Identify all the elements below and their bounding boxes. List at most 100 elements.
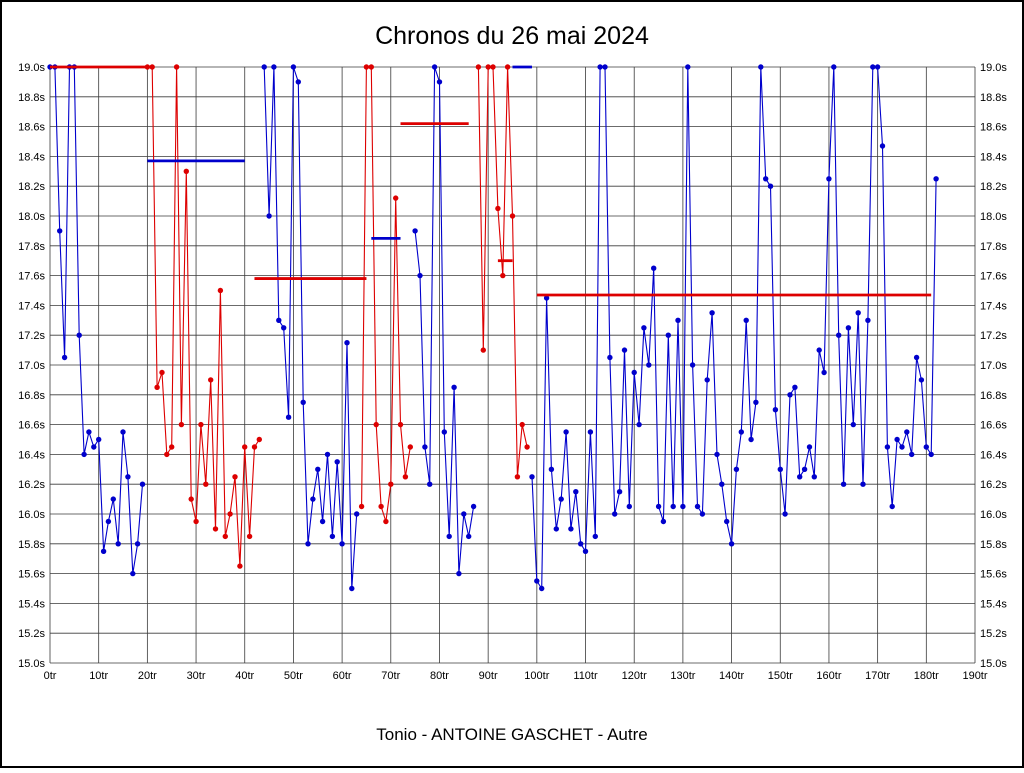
- lap-point: [845, 325, 852, 331]
- y-tick-label-right: 18.6s: [980, 122, 1007, 134]
- lap-point: [81, 451, 87, 458]
- lap-point: [315, 466, 321, 472]
- lap-point: [694, 503, 701, 510]
- x-tick-label: 20tr: [138, 670, 157, 682]
- lap-point: [266, 213, 272, 219]
- lap-point: [388, 481, 394, 487]
- x-tick-label: 80tr: [430, 670, 449, 682]
- lap-point: [363, 64, 370, 70]
- lap-point: [772, 407, 779, 413]
- series-stint-3: [261, 64, 360, 592]
- lap-time-series: [47, 64, 939, 592]
- lap-point: [139, 481, 146, 487]
- lap-point: [169, 444, 175, 450]
- chart-caption: Tonio - ANTOINE GASCHET - Autre: [376, 725, 647, 744]
- lap-point: [758, 64, 764, 70]
- lap-point: [500, 272, 506, 279]
- lap-point: [558, 496, 564, 502]
- y-tick-label-left: 18.2s: [18, 181, 45, 193]
- lap-point: [256, 436, 262, 443]
- lap-point: [456, 570, 462, 577]
- y-tick-label-left: 18.8s: [18, 92, 45, 104]
- x-tick-label: 10tr: [89, 670, 108, 682]
- lap-point: [480, 347, 486, 353]
- lap-point: [334, 459, 340, 465]
- lap-point: [568, 526, 574, 532]
- lap-point: [246, 533, 253, 540]
- lap-point: [173, 64, 180, 70]
- y-tick-label-left: 16.0s: [18, 509, 45, 521]
- y-tick-label-right: 17.2s: [980, 330, 1007, 342]
- lap-point: [466, 533, 472, 540]
- lap-point: [636, 421, 642, 428]
- lap-point: [451, 384, 457, 390]
- lap-point: [651, 265, 657, 271]
- lap-point: [178, 421, 185, 428]
- lap-point: [412, 228, 418, 234]
- lap-point: [792, 384, 798, 390]
- lap-point: [534, 578, 540, 584]
- x-tick-label: 110tr: [573, 670, 598, 682]
- lap-point: [295, 79, 301, 85]
- lap-point: [504, 64, 511, 70]
- lap-point: [120, 429, 126, 435]
- lap-point: [801, 466, 808, 472]
- lap-point: [597, 64, 603, 70]
- x-tick-label: 90tr: [479, 670, 498, 682]
- lap-point: [319, 518, 326, 525]
- lap-point: [261, 64, 267, 70]
- lap-point: [217, 287, 224, 294]
- x-tick-label: 140tr: [719, 670, 744, 682]
- series-line: [147, 66, 260, 567]
- lap-point: [874, 64, 881, 70]
- lap-point: [840, 481, 847, 487]
- lap-point: [699, 511, 706, 517]
- lap-point: [543, 295, 550, 301]
- lap-point: [251, 444, 258, 450]
- lap-point: [913, 354, 920, 361]
- lap-point: [884, 444, 891, 450]
- lap-point: [402, 474, 409, 480]
- x-tick-label: 50tr: [284, 670, 303, 682]
- y-tick-label-left: 15.2s: [18, 628, 45, 640]
- lap-point: [446, 533, 452, 540]
- lap-point: [685, 64, 691, 70]
- y-tick-label-right: 18.0s: [980, 211, 1007, 223]
- y-tick-label-right: 19.0s: [980, 62, 1007, 74]
- lap-point: [130, 570, 136, 577]
- lap-point: [115, 541, 121, 547]
- y-tick-label-left: 15.6s: [18, 569, 45, 581]
- lap-point: [918, 377, 925, 383]
- lap-point: [836, 332, 842, 338]
- lap-point: [767, 183, 774, 189]
- lap-point: [470, 503, 477, 510]
- lap-point: [149, 64, 155, 70]
- lap-point: [612, 511, 618, 517]
- y-tick-label-left: 15.8s: [18, 539, 45, 551]
- lap-point: [125, 474, 131, 480]
- series-stint-7: [529, 64, 939, 592]
- lap-point: [928, 451, 934, 458]
- lap-point: [354, 511, 360, 517]
- y-tick-label-right: 17.0s: [980, 360, 1007, 372]
- y-tick-label-left: 17.8s: [18, 241, 45, 253]
- y-tick-label-left: 18.0s: [18, 211, 45, 223]
- lap-point: [933, 176, 939, 182]
- lap-point: [675, 317, 681, 323]
- lap-point: [461, 511, 467, 517]
- y-tick-label-left: 15.0s: [18, 658, 45, 670]
- lap-point: [100, 548, 107, 554]
- lap-point: [436, 79, 443, 85]
- lap-point: [154, 384, 160, 390]
- lap-point: [310, 496, 316, 502]
- lap-point: [159, 369, 165, 376]
- y-tick-label-left: 16.6s: [18, 420, 45, 432]
- grid-lines: [49, 66, 976, 664]
- lap-point: [889, 503, 895, 510]
- lap-point: [242, 444, 248, 450]
- lap-point: [899, 444, 905, 450]
- y-tick-label-left: 17.6s: [18, 271, 45, 283]
- lap-point: [865, 317, 871, 323]
- lap-point: [821, 369, 827, 376]
